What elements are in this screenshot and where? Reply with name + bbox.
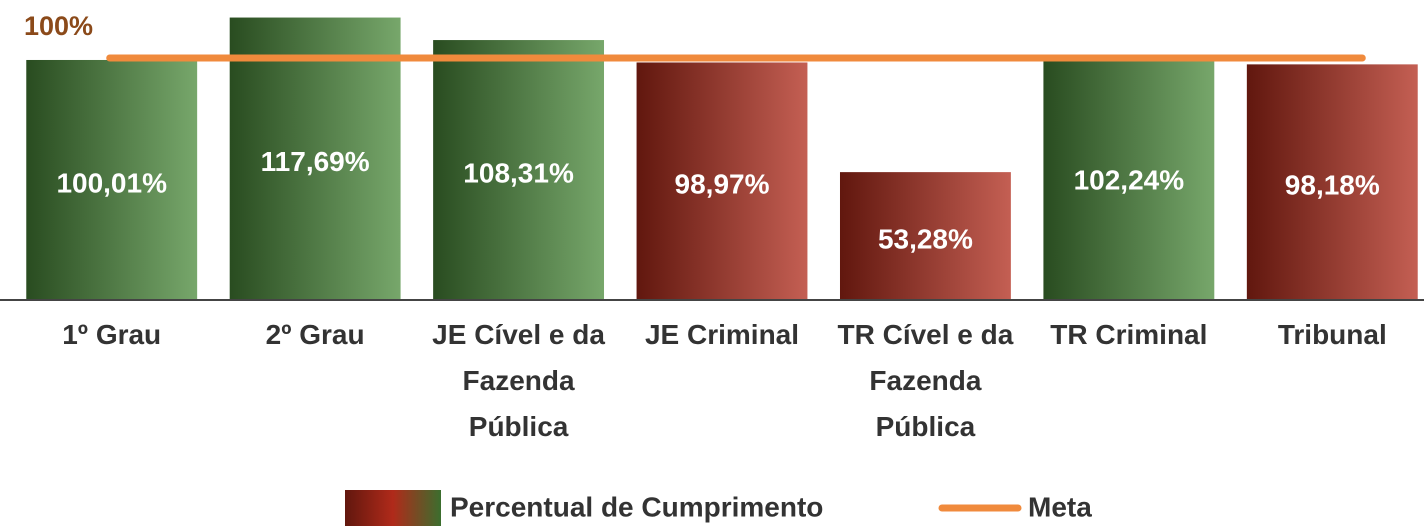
legend-swatch (345, 490, 441, 526)
value-label: 53,28% (878, 223, 973, 254)
value-label: 102,24% (1074, 165, 1185, 196)
value-label: 100,01% (56, 167, 167, 198)
bar (1043, 54, 1215, 301)
value-label: 98,18% (1285, 170, 1380, 201)
bar (636, 62, 808, 300)
x-tick-label: 2º Grau (265, 319, 365, 350)
x-tick-label: JE Criminal (644, 319, 800, 350)
x-tick-label: Tribunal (1277, 319, 1387, 350)
bar (229, 17, 401, 300)
x-tick-label: 1º Grau (62, 319, 162, 350)
value-label: 117,69% (261, 146, 370, 177)
bar (1246, 64, 1418, 300)
legend-label: Meta (1028, 491, 1092, 522)
bar (839, 172, 1011, 300)
meta-label: 100% (24, 11, 93, 41)
bar (26, 59, 198, 301)
value-label: 98,97% (675, 169, 770, 200)
x-tick-label: TR Criminal (1050, 319, 1208, 350)
bar (433, 40, 605, 300)
x-tick-label: TR Cível e da Fazenda Pública (837, 319, 1014, 442)
value-label: 108,31% (463, 157, 574, 188)
legend-label: Percentual de Cumprimento (450, 491, 823, 522)
legend: Percentual de Cumprimento Meta (345, 490, 1092, 526)
x-tick-label: JE Cível e da Fazenda Pública (432, 319, 605, 442)
